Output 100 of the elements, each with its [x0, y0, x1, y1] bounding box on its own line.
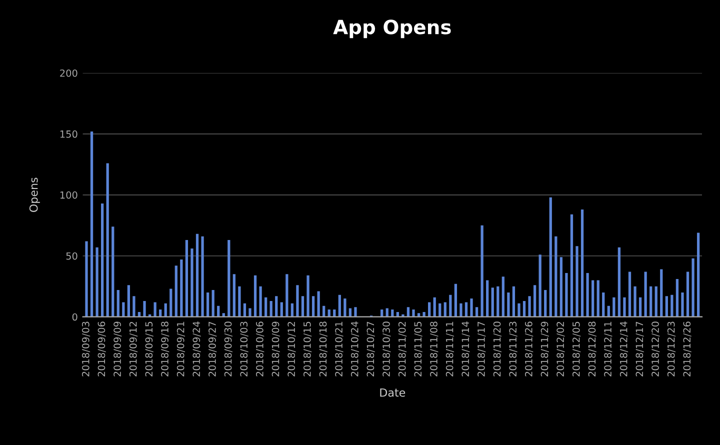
bar — [475, 307, 478, 317]
bar — [275, 296, 278, 317]
bar — [692, 258, 694, 317]
x-tick-label: 2018/09/30 — [224, 322, 232, 376]
bar — [592, 280, 594, 317]
x-tick-label: 2018/11/26 — [525, 322, 534, 376]
x-tick-label: 2018/11/29 — [540, 322, 549, 376]
bar — [623, 297, 626, 317]
x-tick-label: 2018/10/03 — [240, 322, 248, 376]
bar — [333, 310, 336, 317]
bar — [143, 300, 146, 317]
bar — [676, 279, 679, 317]
bar — [638, 297, 642, 317]
x-tick-label: 2018/11/17 — [478, 322, 486, 376]
bar — [502, 276, 504, 317]
x-tick-label: 2018/12/23 — [667, 322, 676, 376]
x-tick-label: 2018/12/20 — [652, 322, 660, 376]
bar — [190, 248, 194, 317]
bar — [122, 302, 125, 317]
bar — [570, 214, 574, 317]
bar — [206, 292, 210, 317]
bar — [470, 298, 473, 317]
bar — [90, 132, 94, 317]
bar — [650, 286, 652, 317]
bar — [270, 300, 272, 317]
bar — [628, 272, 632, 317]
bar — [344, 298, 346, 317]
x-tick-label: 2018/09/21 — [176, 322, 186, 376]
y-tick-label: 200 — [60, 69, 78, 77]
bar — [174, 266, 178, 317]
bar — [549, 197, 552, 317]
bar — [212, 290, 214, 317]
x-tick-label: 2018/09/12 — [129, 322, 138, 376]
y-tick-label: 0 — [72, 313, 78, 321]
bar — [402, 314, 404, 317]
x-axis-title: Date — [380, 388, 406, 397]
bar — [222, 313, 225, 317]
bar — [301, 296, 304, 317]
bar — [438, 303, 442, 317]
bar — [607, 306, 610, 317]
x-tick-label: 2018/11/14 — [462, 322, 470, 376]
bar — [354, 307, 357, 317]
bar — [576, 246, 578, 317]
bar — [164, 303, 167, 317]
bar — [612, 297, 616, 317]
y-tick-label: 50 — [66, 252, 78, 260]
x-tick-label: 2018/10/09 — [272, 322, 280, 376]
x-tick-label: 2018/10/12 — [288, 322, 296, 376]
bar — [460, 303, 462, 317]
bar — [454, 284, 458, 317]
bar — [391, 310, 394, 317]
bar — [406, 307, 410, 317]
bar — [444, 302, 446, 317]
bar — [317, 291, 320, 317]
bar — [196, 234, 199, 317]
chart-title: App Opens — [333, 20, 451, 38]
bar — [217, 306, 220, 317]
bar — [496, 286, 500, 317]
bar — [544, 290, 547, 317]
bar — [507, 292, 510, 317]
bar — [296, 285, 299, 317]
bar — [185, 240, 188, 317]
bar — [85, 241, 88, 317]
bar — [464, 302, 468, 317]
bar — [565, 272, 568, 317]
bar — [243, 303, 246, 317]
bar — [259, 286, 262, 317]
x-tick-label: 2018/09/27 — [208, 322, 217, 376]
bar — [433, 297, 436, 317]
bar — [228, 240, 230, 317]
bar — [96, 247, 98, 317]
bar — [618, 247, 621, 317]
x-tick-label: 2018/09/06 — [98, 322, 106, 376]
x-tick-label: 2018/11/08 — [430, 322, 438, 376]
x-tick-label: 2018/10/21 — [335, 322, 344, 376]
bar — [201, 236, 204, 317]
x-tick-label: 2018/12/17 — [636, 322, 644, 376]
bar — [660, 269, 663, 317]
bar — [670, 294, 674, 317]
x-tick-label: 2018/12/11 — [604, 322, 612, 376]
x-tick-label: 2018/09/15 — [145, 322, 154, 376]
x-tick-label: 2018/10/15 — [303, 322, 312, 376]
bar — [480, 225, 484, 317]
bar — [417, 313, 420, 317]
bar — [602, 292, 605, 317]
bar — [180, 260, 183, 317]
x-tick-label: 2018/09/09 — [114, 322, 122, 376]
bar — [654, 286, 658, 317]
bar — [248, 308, 252, 317]
bar — [596, 280, 600, 317]
bar — [380, 310, 384, 317]
bar — [127, 285, 130, 317]
bar — [634, 286, 636, 317]
x-tick-label: 2018/10/06 — [256, 322, 264, 376]
x-tick-label: 2018/12/26 — [683, 322, 692, 376]
x-tick-label: 2018/12/02 — [556, 322, 565, 376]
x-tick-label: 2018/11/23 — [509, 322, 518, 376]
bar — [254, 275, 257, 317]
bar — [232, 274, 236, 317]
bar — [428, 302, 431, 317]
